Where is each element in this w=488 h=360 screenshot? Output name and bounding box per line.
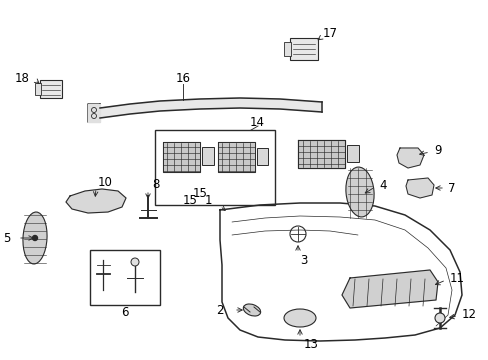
Text: 16: 16: [175, 72, 190, 85]
Bar: [284, 42, 290, 56]
Text: 18: 18: [15, 72, 30, 85]
Ellipse shape: [23, 212, 47, 264]
Polygon shape: [66, 189, 126, 213]
Ellipse shape: [243, 304, 260, 316]
Text: 13: 13: [304, 338, 318, 351]
Circle shape: [32, 235, 38, 240]
Text: 7: 7: [447, 181, 454, 194]
Text: 17: 17: [323, 27, 337, 40]
Text: 15: 15: [182, 194, 197, 207]
Text: 10: 10: [98, 176, 113, 189]
Bar: [155, 130, 274, 205]
Bar: [257, 148, 267, 165]
Circle shape: [131, 258, 139, 266]
Bar: [90, 250, 160, 305]
Text: 8: 8: [152, 177, 159, 190]
Bar: [202, 147, 214, 165]
Text: 3: 3: [299, 253, 307, 266]
Text: 15: 15: [192, 186, 207, 199]
Text: 4: 4: [378, 179, 386, 192]
Ellipse shape: [345, 167, 373, 217]
Text: 9: 9: [433, 144, 441, 157]
Circle shape: [434, 313, 444, 323]
Polygon shape: [218, 142, 254, 172]
Polygon shape: [341, 270, 437, 308]
Text: 14: 14: [249, 116, 264, 129]
Bar: [289, 38, 317, 60]
Bar: [40, 80, 62, 98]
Polygon shape: [405, 178, 433, 198]
Bar: [346, 145, 358, 162]
Polygon shape: [163, 142, 200, 172]
Text: 11: 11: [449, 271, 464, 284]
Bar: [35, 83, 41, 95]
Polygon shape: [100, 98, 321, 118]
Text: 6: 6: [121, 306, 128, 319]
Polygon shape: [88, 104, 100, 122]
Text: 5: 5: [2, 231, 10, 244]
Text: 1: 1: [204, 194, 211, 207]
Polygon shape: [396, 148, 423, 168]
Text: 12: 12: [461, 309, 476, 321]
Polygon shape: [297, 140, 345, 168]
Text: 2: 2: [216, 303, 224, 316]
Ellipse shape: [284, 309, 315, 327]
